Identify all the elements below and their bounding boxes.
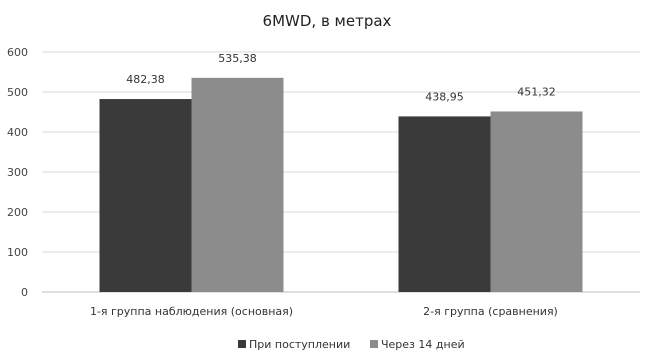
y-tick-label: 200: [7, 206, 28, 219]
x-category-label: 2-я группа (сравнения): [423, 305, 558, 318]
bar-series-1-cat-2: [398, 116, 491, 292]
bar-series-1-cat-1: [99, 99, 192, 292]
y-tick-label: 0: [21, 286, 28, 299]
legend-label-series-2: Через 14 дней: [381, 338, 465, 351]
legend-swatch-series-1: [238, 340, 246, 348]
y-tick-label: 400: [7, 126, 28, 139]
data-label: 438,95: [425, 90, 464, 103]
chart-title: 6MWD, в метрах: [263, 12, 392, 30]
x-axis-categories: 1-я группа наблюдения (основная) 2-я груп…: [90, 305, 558, 318]
y-tick-label: 500: [7, 86, 28, 99]
data-label: 535,38: [218, 52, 257, 65]
data-labels: 482,38 535,38 438,95 451,32: [126, 52, 556, 104]
y-tick-label: 600: [7, 46, 28, 59]
data-label: 451,32: [517, 85, 556, 98]
legend-swatch-series-2: [370, 340, 378, 348]
bar-series-2-cat-1: [191, 77, 284, 293]
x-category-label: 1-я группа наблюдения (основная): [90, 305, 293, 318]
data-label: 482,38: [126, 73, 165, 86]
y-axis-ticks: 0 100 200 300 400 500 600: [7, 46, 28, 299]
y-tick-label: 100: [7, 246, 28, 259]
legend-label-series-1: При поступлении: [249, 338, 350, 351]
legend: При поступлении Через 14 дней: [238, 338, 465, 351]
bar-series-2-cat-2: [490, 111, 583, 292]
bars: [99, 77, 583, 293]
y-tick-label: 300: [7, 166, 28, 179]
